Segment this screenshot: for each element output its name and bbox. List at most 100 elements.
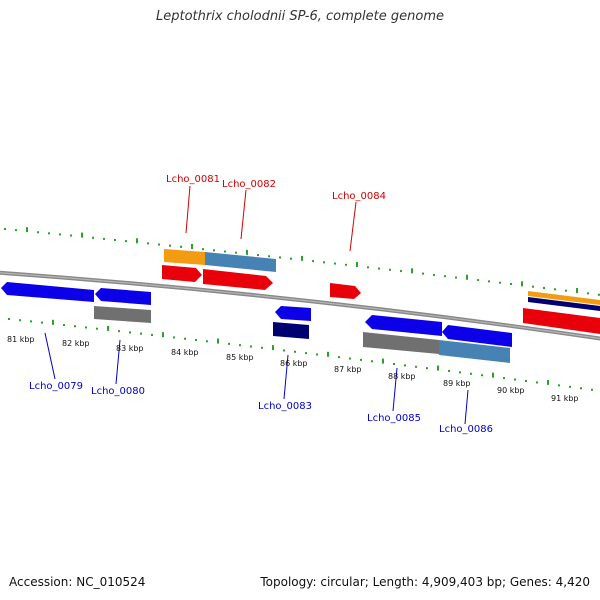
cds-arrow-lcho-0085 [365, 315, 442, 336]
strand-tick [235, 251, 237, 254]
strand-tick [543, 286, 545, 289]
feature-bar-steelblue [205, 252, 276, 272]
leader-lcho-0085 [392, 367, 398, 412]
cds-arrow-lcho-0086 [442, 325, 512, 347]
strand-tick [510, 283, 512, 286]
strand-tick [246, 249, 248, 255]
strand-tick [162, 332, 164, 338]
strand-tick [514, 378, 516, 381]
strand-tick [129, 331, 131, 334]
strand-tick [415, 365, 417, 368]
strand-tick [180, 245, 182, 248]
cds-arrow-right-edge [523, 308, 600, 334]
strand-tick [70, 234, 72, 237]
strand-tick [327, 351, 329, 357]
strand-tick [532, 285, 534, 288]
feature-bar-grey-a [94, 306, 151, 323]
strand-tick [107, 325, 109, 331]
reverse-label-leaders [44, 332, 469, 425]
strand-tick [444, 275, 446, 278]
strand-tick [477, 279, 479, 282]
strand-tick [158, 243, 160, 246]
cds-arrow-lcho-0079 [1, 282, 94, 302]
strand-tick [81, 232, 83, 238]
strand-tick [114, 238, 116, 241]
leader-lcho-0082 [240, 189, 247, 240]
leader-lcho-0083 [283, 354, 289, 400]
strand-tick [470, 372, 472, 375]
feature-bar-steelblue-b [439, 340, 510, 363]
strand-tick [488, 280, 490, 283]
strand-tick [96, 327, 98, 330]
reverse-cds-track [1, 282, 512, 347]
cds-arrow-lcho-0081 [162, 265, 202, 282]
gene-label-lcho-0085: Lcho_0085 [367, 413, 421, 424]
strand-tick [382, 358, 384, 364]
strand-tick [169, 244, 171, 247]
strand-tick [334, 262, 336, 265]
strand-tick [191, 243, 193, 249]
strand-tick [367, 266, 369, 269]
strand-tick [466, 274, 468, 280]
strand-tick [301, 255, 303, 261]
feature-bar-navy-right [528, 297, 600, 311]
gene-label-lcho-0080: Lcho_0080 [91, 386, 145, 397]
strand-tick [59, 233, 61, 236]
axis-tick-label: 83 kbp [116, 344, 144, 353]
strand-tick [48, 232, 50, 235]
leader-lcho-0079 [44, 332, 56, 380]
strand-tick [349, 357, 351, 360]
forward-tick-row [4, 227, 600, 296]
forward-feature-track [164, 249, 600, 311]
strand-tick [356, 262, 358, 268]
kbp-axis-labels: 81 kbp 82 kbp 83 kbp 84 kbp 85 kbp 86 kb… [7, 335, 579, 403]
strand-tick [437, 365, 439, 371]
gene-label-lcho-0082: Lcho_0082 [222, 179, 276, 190]
strand-tick [360, 358, 362, 361]
strand-tick [411, 268, 413, 274]
strand-tick [74, 325, 76, 328]
strand-tick [279, 256, 281, 259]
strand-tick [206, 340, 208, 343]
strand-tick [536, 381, 538, 384]
strand-tick [558, 384, 560, 387]
reverse-tick-row [8, 318, 593, 391]
strand-tick [422, 272, 424, 275]
strand-tick [151, 333, 153, 336]
feature-bar-grey-b [363, 332, 439, 354]
axis-tick-label: 89 kbp [443, 379, 471, 388]
strand-tick [283, 349, 285, 352]
strand-tick [173, 336, 175, 339]
accession-label: Accession: NC_010524 [9, 575, 146, 589]
leader-lcho-0080 [115, 339, 121, 385]
strand-tick [140, 332, 142, 335]
strand-tick [404, 364, 406, 367]
gene-label-lcho-0084: Lcho_0084 [332, 191, 386, 202]
strand-tick [202, 248, 204, 251]
axis-tick-label: 87 kbp [334, 365, 362, 374]
feature-bar-navy [273, 322, 309, 339]
gene-label-lcho-0086: Lcho_0086 [439, 424, 493, 435]
strand-tick [378, 267, 380, 270]
strand-tick [103, 237, 105, 240]
strand-tick [525, 379, 527, 382]
strand-tick [217, 338, 219, 344]
strand-tick [15, 229, 17, 232]
strand-tick [239, 344, 241, 347]
strand-tick [19, 319, 21, 322]
cds-arrow-lcho-0084 [330, 283, 361, 299]
strand-tick [547, 379, 549, 385]
backbone-highlight [0, 272, 600, 340]
strand-tick [345, 263, 347, 266]
feature-bar-orange-right [528, 291, 600, 305]
strand-tick [136, 238, 138, 244]
leader-lcho-0081 [185, 185, 191, 234]
strand-tick [268, 255, 270, 258]
axis-tick-label: 85 kbp [226, 353, 254, 362]
axis-tick-label: 88 kbp [388, 372, 416, 381]
strand-tick [37, 231, 39, 234]
strand-tick [305, 352, 307, 355]
axis-tick-label: 90 kbp [497, 386, 525, 395]
strand-tick [125, 240, 127, 243]
